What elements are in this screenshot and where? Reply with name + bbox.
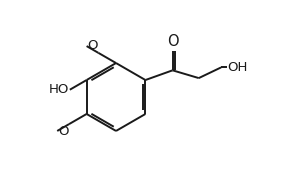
Text: OH: OH — [227, 61, 248, 74]
Text: O: O — [167, 34, 179, 49]
Text: HO: HO — [49, 83, 69, 96]
Text: O: O — [87, 39, 98, 52]
Text: O: O — [58, 125, 69, 138]
